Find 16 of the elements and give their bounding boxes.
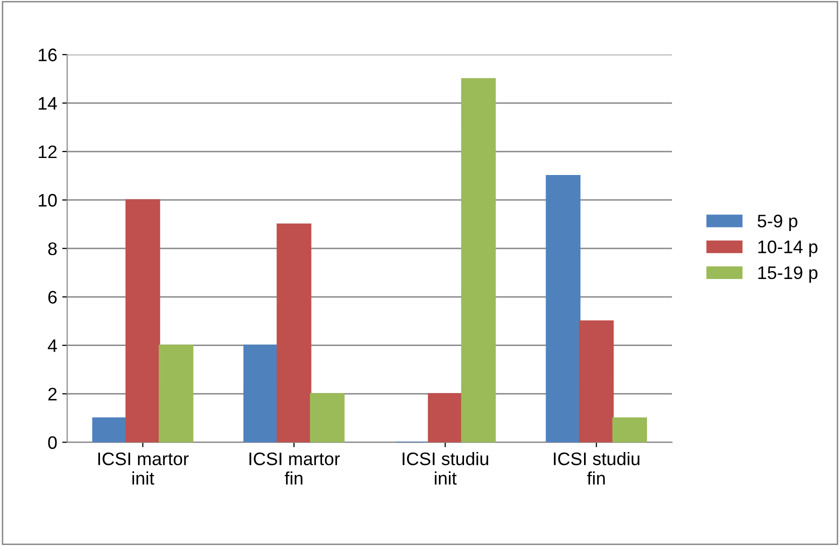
y-tick-label: 6 xyxy=(48,290,57,304)
y-tick-label: 4 xyxy=(48,339,57,352)
x-tick-label: ICSI studiu init xyxy=(402,452,488,485)
x-tick-label: ICSI studiu fin xyxy=(554,452,640,485)
y-tick-label: 14 xyxy=(38,97,57,110)
y-tick-label: 10 xyxy=(38,194,57,207)
x-tick-label: ICSI martor fin xyxy=(250,452,340,485)
x-tick-label: ICSI martor init xyxy=(98,452,189,485)
legend-label: 5-9 p xyxy=(758,214,798,231)
y-tick-label: 0 xyxy=(48,436,57,449)
y-tick-label: 16 xyxy=(38,48,57,62)
y-tick-label: 8 xyxy=(48,242,57,256)
legend-label: 15-19 p xyxy=(758,266,818,283)
y-tick-label: 12 xyxy=(38,145,57,158)
legend-label: 10-14 p xyxy=(758,240,818,257)
y-tick-label: 2 xyxy=(48,388,57,400)
